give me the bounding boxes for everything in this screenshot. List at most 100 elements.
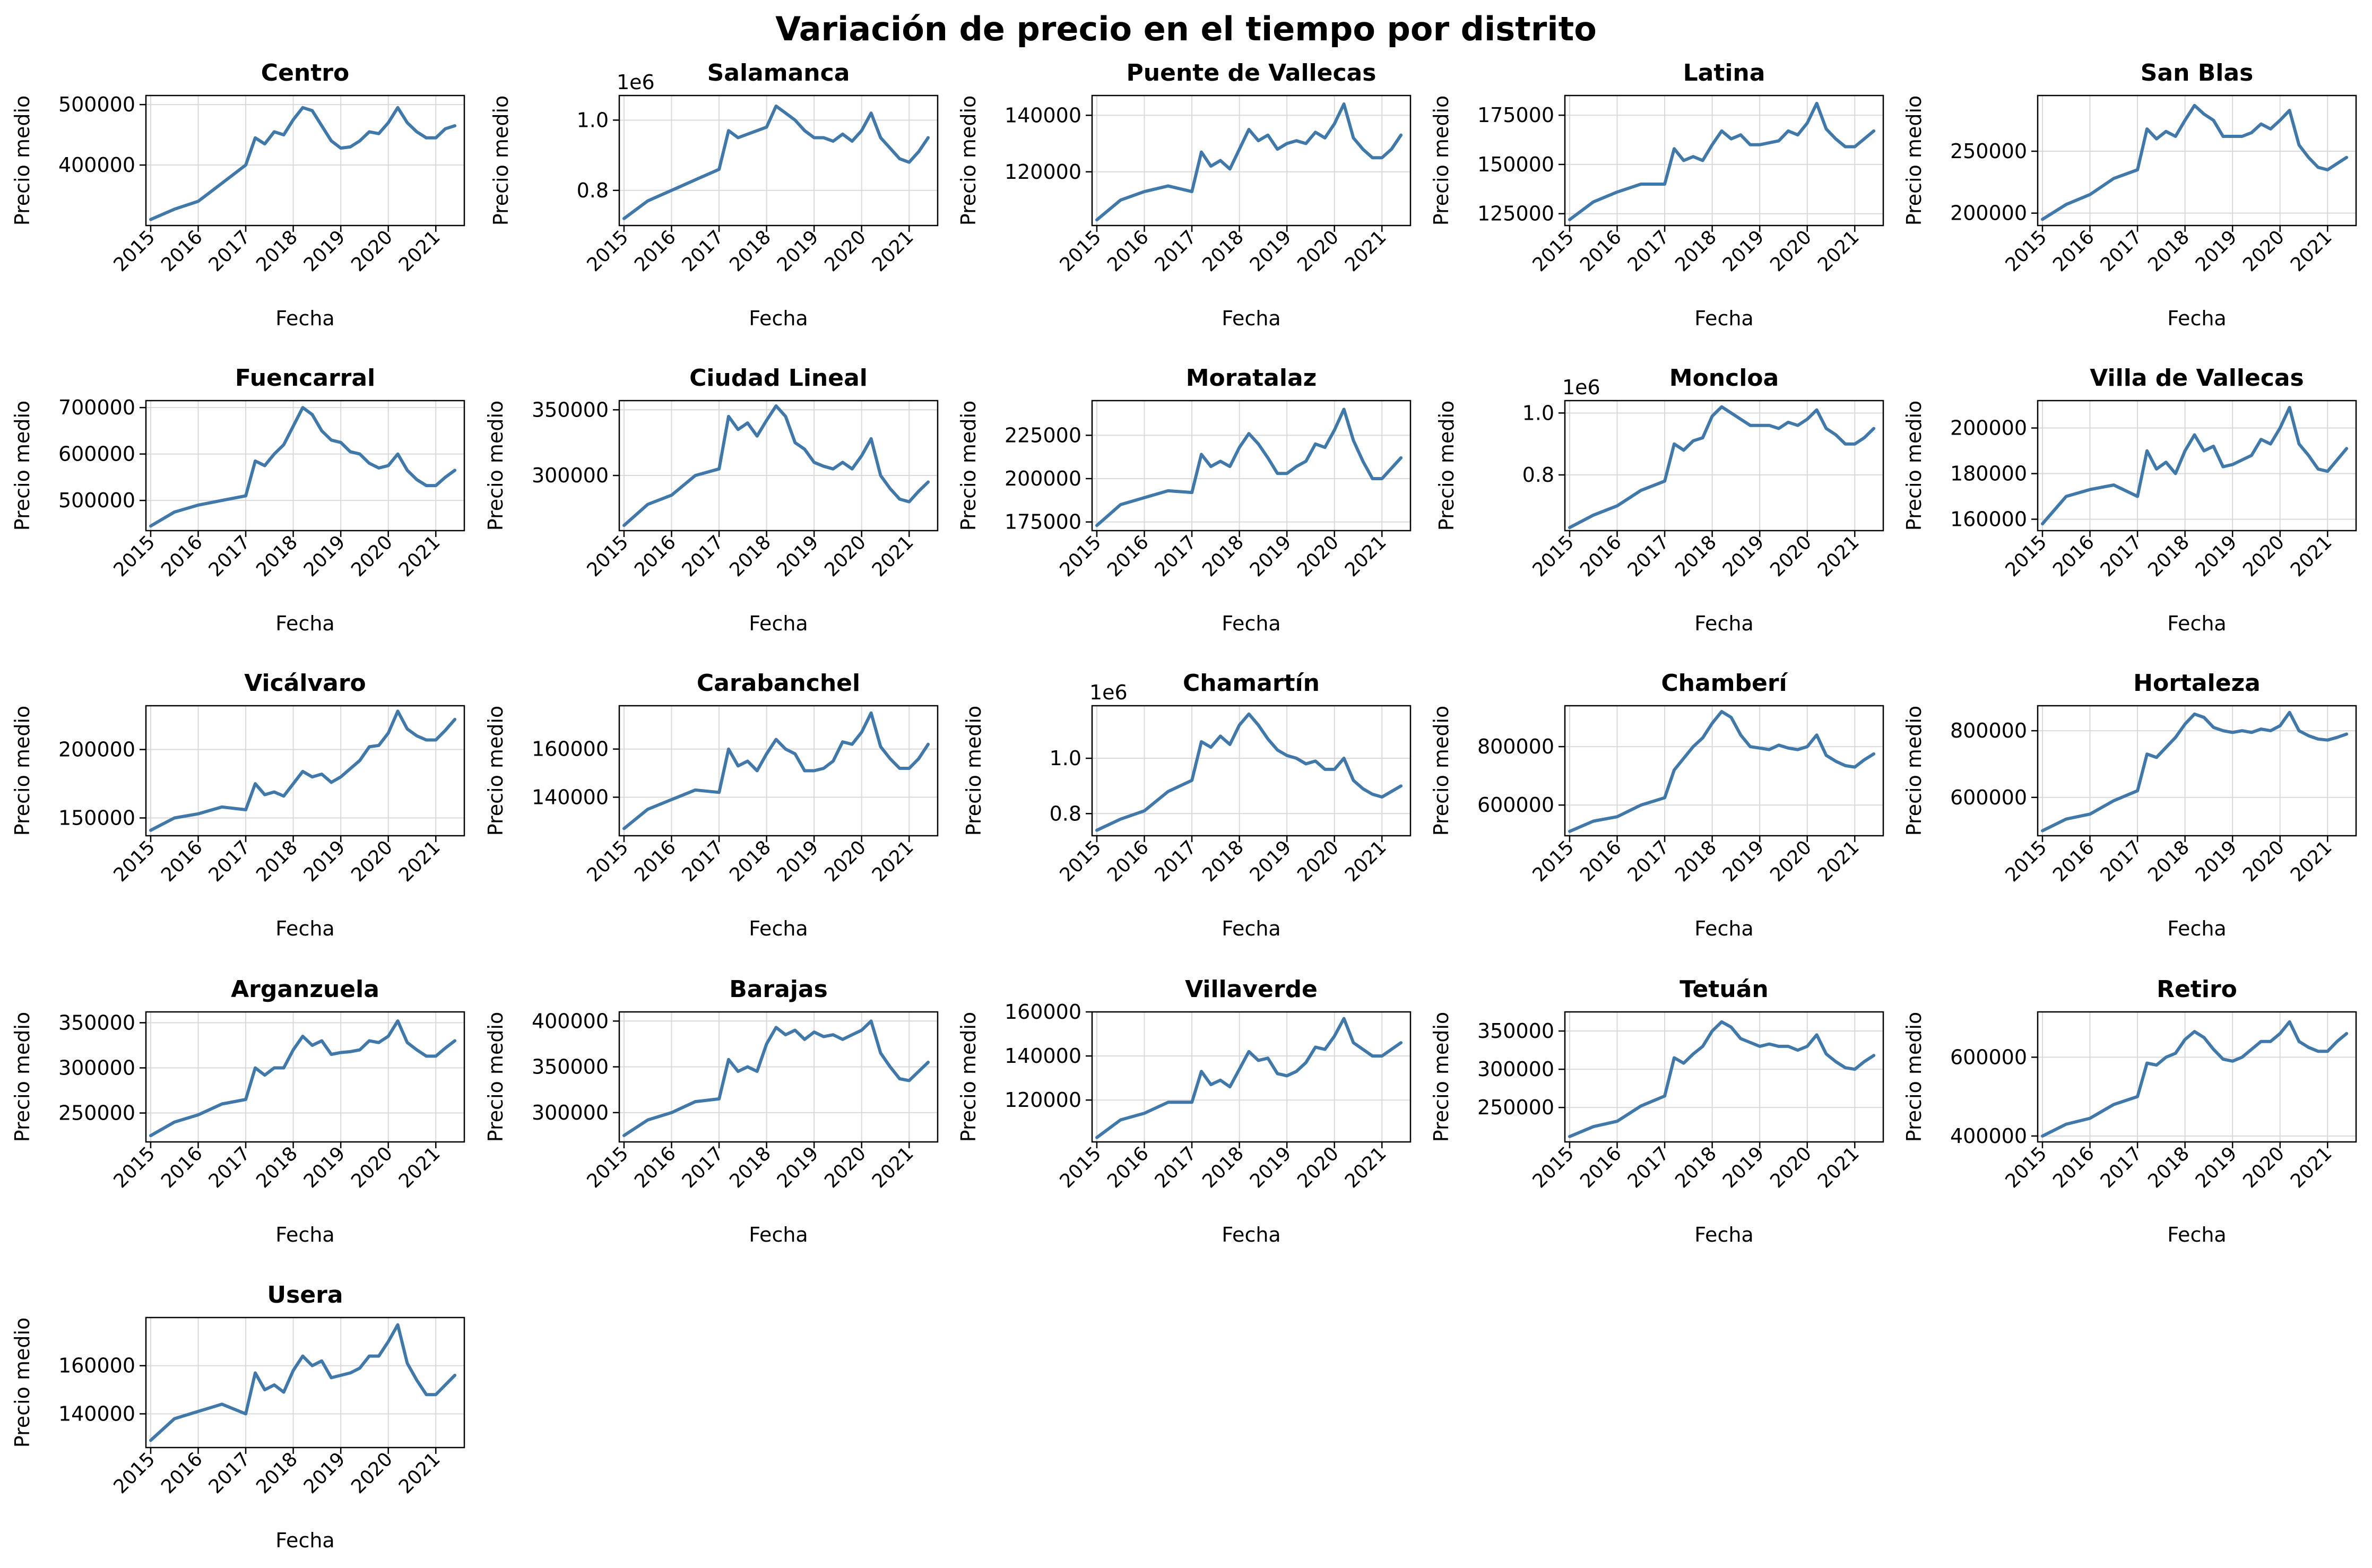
x-tick-label: 2017 (205, 836, 255, 886)
x-tick-label: 2021 (1341, 226, 1391, 276)
x-tick-label: 2016 (1576, 1142, 1626, 1192)
y-tick-label: 250000 (58, 1102, 135, 1125)
axes-frame (618, 1011, 939, 1143)
x-tick-label: 2015 (110, 1142, 160, 1192)
axes-frame (1091, 705, 1412, 837)
series-line (1568, 710, 1876, 833)
x-tick-label: 2017 (1624, 1142, 1674, 1192)
x-tick-label: 2019 (1246, 836, 1296, 886)
x-tick-label: 2016 (1103, 1142, 1153, 1192)
axes-frame (1091, 1011, 1412, 1143)
y-tick-label: 140000 (58, 1402, 135, 1425)
x-tick-label: 2015 (2002, 226, 2051, 276)
x-tick-label: 2018 (1671, 226, 1721, 276)
x-tick-label: 2020 (1766, 836, 1816, 886)
axes-frame (145, 705, 465, 837)
subplot-title: Moratalaz (1186, 365, 1317, 392)
x-tick-label: 2015 (2002, 836, 2051, 886)
figure-title: Variación de precio en el tiempo por dis… (775, 10, 1597, 48)
series-line (1568, 101, 1876, 221)
x-tick-label: 2021 (1341, 836, 1391, 886)
x-tick-label: 2018 (2144, 836, 2194, 886)
series-line (2041, 1020, 2349, 1138)
x-tick-label: 2018 (1671, 1142, 1721, 1192)
x-axis-label: Fecha (2167, 1223, 2226, 1246)
x-tick-label: 2019 (1719, 531, 1769, 581)
x-tick-label: 2019 (300, 1142, 350, 1192)
series-line (2041, 103, 2349, 221)
y-tick-label: 0.8 (1522, 463, 1554, 487)
axes-frame (2037, 400, 2357, 532)
y-tick-label: 350000 (1477, 1019, 1554, 1043)
y-tick-label: 400000 (532, 1009, 609, 1033)
x-tick-label: 2019 (773, 836, 823, 886)
x-tick-label: 2017 (1624, 531, 1674, 581)
x-tick-label: 2016 (1103, 226, 1153, 276)
y-tick-label: 125000 (1477, 202, 1554, 226)
x-tick-label: 2018 (2144, 226, 2194, 276)
x-axis-label: Fecha (275, 1529, 334, 1552)
y-tick-label: 800000 (1950, 719, 2027, 742)
axes-frame (1564, 400, 1884, 532)
subplot-title: Villa de Vallecas (2090, 365, 2304, 392)
x-tick-label: 2019 (1246, 1142, 1296, 1192)
x-tick-label: 2020 (347, 1142, 397, 1192)
subplot-title: Fuencarral (235, 365, 375, 392)
x-tick-label: 2015 (110, 836, 160, 886)
series-line (1095, 712, 1403, 832)
x-tick-label: 2016 (630, 1142, 680, 1192)
y-tick-label: 800000 (1477, 735, 1554, 758)
subplot-title: Barajas (729, 976, 828, 1003)
y-tick-label: 500000 (58, 93, 135, 116)
x-tick-label: 2018 (252, 1448, 302, 1498)
axes-frame (145, 400, 465, 532)
y-tick-label: 600000 (58, 443, 135, 466)
y-axis-label: Precio medio (11, 706, 34, 836)
x-axis-label: Fecha (275, 1223, 334, 1246)
axes-frame (145, 94, 465, 227)
y-tick-label: 250000 (1477, 1096, 1554, 1119)
subplot-title: Chamartín (1183, 670, 1320, 697)
series-line (2041, 711, 2349, 833)
x-tick-label: 2020 (2239, 226, 2289, 276)
y-axis-label: Precio medio (1430, 96, 1453, 226)
x-tick-label: 2015 (1056, 531, 1106, 581)
x-tick-label: 2018 (725, 531, 775, 581)
y-axis-label: Precio medio (1435, 401, 1458, 531)
y-axis-label: Precio medio (11, 1012, 34, 1142)
y-axis-label: Precio medio (484, 401, 507, 531)
x-tick-label: 2018 (1198, 836, 1248, 886)
y-axis-multiplier: 1e6 (617, 71, 655, 94)
y-axis-label: Precio medio (957, 401, 980, 531)
x-tick-label: 2020 (1766, 531, 1816, 581)
x-tick-label: 2019 (2192, 1142, 2241, 1192)
series-line (149, 106, 457, 221)
x-axis-label: Fecha (1222, 1223, 1280, 1246)
x-tick-label: 2021 (395, 1448, 445, 1498)
x-tick-label: 2016 (157, 836, 207, 886)
series-line (149, 709, 457, 832)
x-tick-label: 2016 (157, 1142, 207, 1192)
x-tick-label: 2016 (2049, 1142, 2099, 1192)
x-tick-label: 2021 (868, 226, 918, 276)
x-tick-label: 2021 (2287, 531, 2336, 581)
x-tick-label: 2019 (1246, 226, 1296, 276)
x-axis-label: Fecha (749, 1223, 808, 1246)
x-tick-label: 2021 (1341, 1142, 1391, 1192)
y-tick-label: 140000 (1005, 1044, 1081, 1068)
y-axis-label: Precio medio (11, 1318, 34, 1448)
x-tick-label: 2019 (300, 531, 350, 581)
x-tick-label: 2015 (1529, 1142, 1579, 1192)
y-tick-label: 300000 (532, 464, 609, 487)
x-tick-label: 2018 (252, 1142, 302, 1192)
y-tick-label: 700000 (58, 396, 135, 419)
y-tick-label: 500000 (58, 489, 135, 512)
x-tick-label: 2016 (2049, 226, 2099, 276)
subplot-title: Retiro (2157, 976, 2237, 1003)
